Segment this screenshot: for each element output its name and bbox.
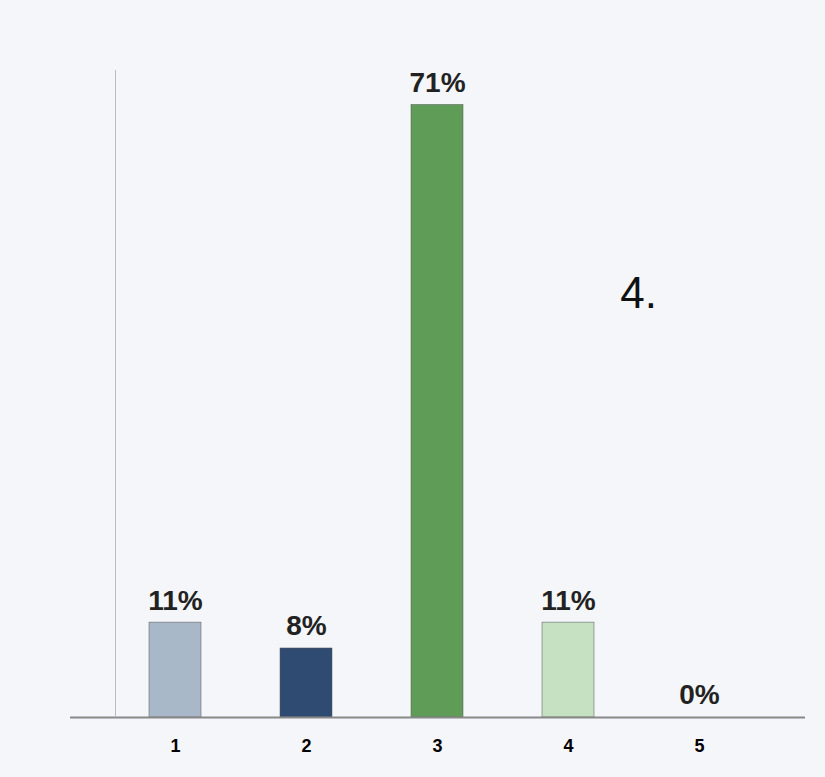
svg-text:4.: 4. [620, 268, 657, 317]
svg-text:4: 4 [563, 736, 573, 756]
svg-text:3: 3 [432, 736, 442, 756]
svg-text:2: 2 [301, 736, 311, 756]
svg-text:5: 5 [694, 736, 704, 756]
svg-text:71%: 71% [409, 67, 465, 98]
svg-text:0%: 0% [679, 679, 720, 710]
svg-text:11%: 11% [541, 585, 596, 616]
svg-text:8%: 8% [286, 610, 327, 641]
svg-text:11%: 11% [148, 585, 203, 616]
svg-text:1: 1 [170, 736, 180, 756]
